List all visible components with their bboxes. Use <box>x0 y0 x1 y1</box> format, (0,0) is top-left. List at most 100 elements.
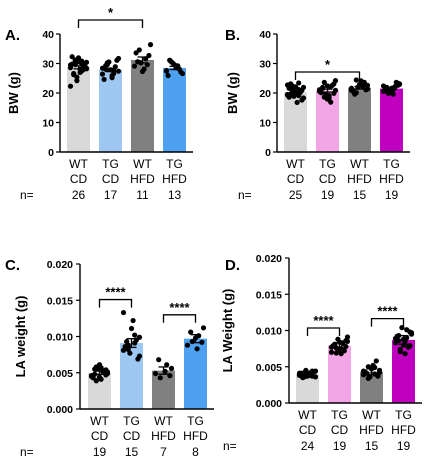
significance-bracket <box>98 298 133 308</box>
data-point <box>167 373 173 379</box>
y-tick-label: 20 <box>42 88 54 100</box>
significance-label: * <box>325 57 331 72</box>
data-point <box>111 67 117 74</box>
data-point <box>284 82 291 88</box>
data-point <box>131 63 138 69</box>
data-point <box>104 62 110 68</box>
data-point <box>392 340 399 346</box>
n-label: n= <box>238 188 252 202</box>
y-tick-label: 0.015 <box>47 295 73 307</box>
x-tick-label: CD <box>287 172 305 186</box>
y-tick-label: 0.005 <box>47 368 73 380</box>
data-point <box>130 317 136 324</box>
data-point <box>147 42 154 48</box>
data-point <box>175 63 181 69</box>
n-value: 15 <box>365 439 379 453</box>
data-point <box>297 89 303 96</box>
x-tick-label: WT <box>350 157 369 171</box>
data-point <box>400 336 407 342</box>
x-tick-label: CD <box>70 172 88 186</box>
bar-tg-cd <box>99 69 122 152</box>
data-point <box>138 60 144 66</box>
n-value: 19 <box>397 439 411 453</box>
n-value: 11 <box>136 188 149 202</box>
data-point <box>98 365 104 371</box>
data-point <box>380 83 387 89</box>
data-point <box>321 79 327 85</box>
panel-d: D. LA Weight (g) 0.000 0.005 0.010 0.015 0.020… <box>220 253 422 453</box>
panel-label: D. <box>225 257 240 274</box>
data-point <box>136 334 143 340</box>
data-point <box>135 356 141 362</box>
data-point <box>92 371 98 377</box>
data-point <box>124 338 130 345</box>
x-tick-label: WT <box>154 414 173 428</box>
data-point <box>103 367 109 373</box>
data-point <box>115 68 122 74</box>
y-tick-label: 0 <box>48 147 54 159</box>
data-point <box>323 91 329 97</box>
y-axis-title: BW (g) <box>225 72 240 114</box>
bar-wt-cd <box>88 372 111 409</box>
data-point <box>189 338 195 345</box>
bar-wt-hfd <box>348 87 371 152</box>
data-point <box>139 68 146 75</box>
x-tick-label: HFD <box>151 429 176 443</box>
data-point <box>96 374 103 380</box>
data-point <box>355 84 361 90</box>
data-point <box>284 92 291 98</box>
y-tick-label: 0.000 <box>47 404 73 416</box>
data-point <box>156 357 162 363</box>
n-value: 19 <box>333 439 347 453</box>
significance-label: **** <box>169 300 190 315</box>
x-tick-label: CD <box>102 172 120 186</box>
data-point <box>170 60 176 66</box>
data-point <box>199 339 205 345</box>
y-tick-label: 30 <box>259 59 271 71</box>
data-point <box>320 84 326 90</box>
data-point <box>333 350 339 356</box>
data-point <box>164 362 170 368</box>
y-tick-label: 30 <box>42 59 54 71</box>
data-point <box>343 343 349 350</box>
data-point <box>67 65 74 71</box>
data-point <box>308 372 314 378</box>
x-tick-label: CD <box>123 429 141 443</box>
data-point <box>69 54 75 60</box>
panel-label: A. <box>5 27 20 44</box>
significance-bracket <box>306 327 341 337</box>
n-value: 15 <box>353 188 367 202</box>
n-value: 8 <box>192 445 199 459</box>
x-tick-label: HFD <box>379 172 404 186</box>
data-point <box>336 339 343 345</box>
bar-wt-hfd <box>131 59 154 152</box>
significance-bracket <box>294 71 361 80</box>
data-point <box>152 370 159 377</box>
data-point <box>299 97 305 103</box>
panel-label: C. <box>5 257 20 274</box>
data-point <box>332 341 338 347</box>
data-point <box>184 342 191 348</box>
n-value: 13 <box>168 188 182 202</box>
significance-bracket <box>162 314 197 323</box>
x-tick-label: HFD <box>130 172 155 186</box>
data-point <box>303 372 309 379</box>
x-tick-label: TG <box>383 157 400 171</box>
data-point <box>93 378 99 384</box>
data-point <box>79 61 85 67</box>
x-tick-label: WT <box>69 157 88 171</box>
bar-tg-cd <box>328 345 351 403</box>
data-point <box>194 346 200 352</box>
data-point <box>188 329 194 335</box>
data-point <box>360 83 366 89</box>
y-axis-title: LA weight (g) <box>13 296 28 378</box>
panel-c: C. LA weight (g) 0.000 0.005 0.010 0.015 0.020… <box>5 257 214 459</box>
x-tick-label: HFD <box>183 429 208 443</box>
bar-wt-hfd <box>360 371 383 403</box>
x-tick-label: HFD <box>359 423 384 437</box>
data-point <box>395 80 401 86</box>
x-tick-label: WT <box>286 157 305 171</box>
n-value: 24 <box>301 439 315 453</box>
y-tick-label: 0.010 <box>47 332 73 344</box>
